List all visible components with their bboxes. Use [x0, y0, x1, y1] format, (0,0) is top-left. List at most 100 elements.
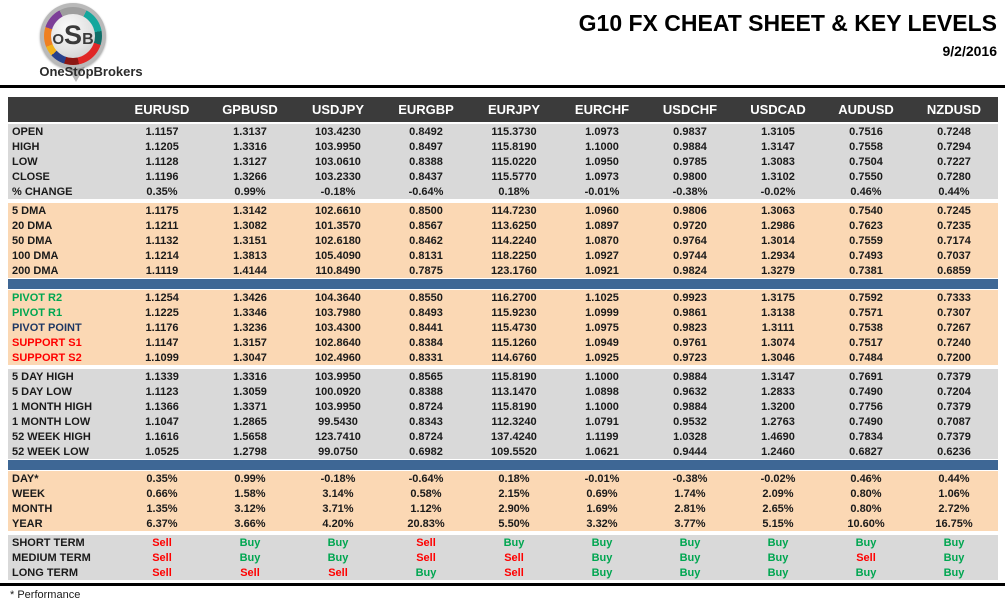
section-divider-bar [8, 460, 998, 470]
table-cell: 114.6760 [470, 350, 558, 365]
table-cell: 1.3200 [734, 399, 822, 414]
table-cell: Sell [118, 535, 206, 550]
table-cell: 115.4730 [470, 320, 558, 335]
table-cell: 0.8131 [382, 248, 470, 263]
table-cell: 0.9823 [646, 320, 734, 335]
table-cell: 1.0960 [558, 203, 646, 218]
table-row-short-term: SHORT TERM Sell Buy Buy Sell Buy Buy Buy Buy Buy B… [8, 535, 998, 550]
table-cell: 1.1000 [558, 139, 646, 154]
table-cell: 0.8384 [382, 335, 470, 350]
table-row-medium-term: MEDIUM TERM Sell Buy Buy Sell Sell Buy Buy Buy Se… [8, 550, 998, 565]
table-cell: 0.8331 [382, 350, 470, 365]
table-cell: 99.0750 [294, 444, 382, 459]
table-cell: 1.3175 [734, 290, 822, 305]
table-cell: 0.7235 [910, 218, 998, 233]
table-cell: 1.0973 [558, 124, 646, 139]
table-cell: 113.6250 [470, 218, 558, 233]
table-cell: 1.0949 [558, 335, 646, 350]
table-cell: 1.0525 [118, 444, 206, 459]
table-cell: 1.3083 [734, 154, 822, 169]
logo-letter-s: S [64, 20, 83, 50]
table-cell: 0.44% [910, 471, 998, 486]
row-label: LONG TERM [8, 565, 118, 580]
table-row-change: % CHANGE 0.35% 0.99% -0.18% -0.64% 0.18% -0.01… [8, 184, 998, 199]
section-ranges: 5 DAY HIGH 1.1339 1.3316 103.9950 0.8565 115.… [8, 369, 998, 459]
column-header-nzdusd: NZDUSD [910, 97, 998, 122]
row-label: 5 DMA [8, 203, 118, 218]
table-cell: 0.9837 [646, 124, 734, 139]
table-cell: 1.35% [118, 501, 206, 516]
table-cell: 103.9950 [294, 139, 382, 154]
table-cell: 1.06% [910, 486, 998, 501]
row-label: CLOSE [8, 169, 118, 184]
table-cell: 109.5520 [470, 444, 558, 459]
table-cell: 0.7307 [910, 305, 998, 320]
table-cell: 0.7245 [910, 203, 998, 218]
row-label: PIVOT R1 [8, 305, 118, 320]
table-cell: 0.35% [118, 184, 206, 199]
table-cell: 0.7248 [910, 124, 998, 139]
table-cell: 115.1260 [470, 335, 558, 350]
table-cell: 0.7550 [822, 169, 910, 184]
table-cell: 1.1199 [558, 429, 646, 444]
table-cell: 0.7493 [822, 248, 910, 263]
table-cell: 0.7267 [910, 320, 998, 335]
row-label: 200 DMA [8, 263, 118, 278]
section-divider-bar [8, 279, 998, 289]
table-row-20-dma: 20 DMA 1.1211 1.3082 101.3570 0.8567 113.6250… [8, 218, 998, 233]
table-cell: Buy [734, 565, 822, 580]
table-cell: 102.4960 [294, 350, 382, 365]
table-cell: 0.7558 [822, 139, 910, 154]
row-label: 5 DAY LOW [8, 384, 118, 399]
table-cell: 0.6827 [822, 444, 910, 459]
table-cell: 0.46% [822, 471, 910, 486]
table-cell: 0.7504 [822, 154, 910, 169]
table-cell: 1.3813 [206, 248, 294, 263]
table-cell: 103.2330 [294, 169, 382, 184]
table-cell: 103.7980 [294, 305, 382, 320]
table-cell: 3.32% [558, 516, 646, 531]
table-cell: -0.18% [294, 184, 382, 199]
table-cell: Buy [646, 565, 734, 580]
table-cell: Buy [558, 535, 646, 550]
table-cell: 10.60% [822, 516, 910, 531]
table-cell: 1.2986 [734, 218, 822, 233]
table-cell: Buy [734, 550, 822, 565]
table-cell: 1.69% [558, 501, 646, 516]
table-cell: 0.7087 [910, 414, 998, 429]
row-label: HIGH [8, 139, 118, 154]
table-cell: 1.2833 [734, 384, 822, 399]
table-cell: 1.1211 [118, 218, 206, 233]
table-cell: 1.1123 [118, 384, 206, 399]
table-cell: 0.66% [118, 486, 206, 501]
row-label: 52 WEEK LOW [8, 444, 118, 459]
table-cell: -0.18% [294, 471, 382, 486]
table-cell: -0.01% [558, 471, 646, 486]
table-cell: 1.1339 [118, 369, 206, 384]
table-cell: 1.2460 [734, 444, 822, 459]
table-cell: 0.8388 [382, 154, 470, 169]
table-row-52-week-low: 52 WEEK LOW 1.0525 1.2798 99.0750 0.6982 109.… [8, 444, 998, 459]
table-cell: 1.1147 [118, 335, 206, 350]
table-cell: 1.0999 [558, 305, 646, 320]
table-cell: 0.7379 [910, 369, 998, 384]
table-cell: Buy [558, 550, 646, 565]
table-cell: 2.65% [734, 501, 822, 516]
table-cell: 1.1025 [558, 290, 646, 305]
table-cell: 114.2240 [470, 233, 558, 248]
table-cell: 0.8441 [382, 320, 470, 335]
table-cell: 1.0927 [558, 248, 646, 263]
column-header-eurusd: EURUSD [118, 97, 206, 122]
table-cell: 104.3640 [294, 290, 382, 305]
table-cell: 1.2865 [206, 414, 294, 429]
row-label: YEAR [8, 516, 118, 531]
table-cell: 1.3074 [734, 335, 822, 350]
table-cell: 1.3111 [734, 320, 822, 335]
table-cell: 0.7333 [910, 290, 998, 305]
table-cell: 1.1225 [118, 305, 206, 320]
corner-header-cell [8, 97, 118, 122]
table-cell: 0.7379 [910, 399, 998, 414]
table-row-1-month-low: 1 MONTH LOW 1.1047 1.2865 99.5430 0.8343 112.… [8, 414, 998, 429]
